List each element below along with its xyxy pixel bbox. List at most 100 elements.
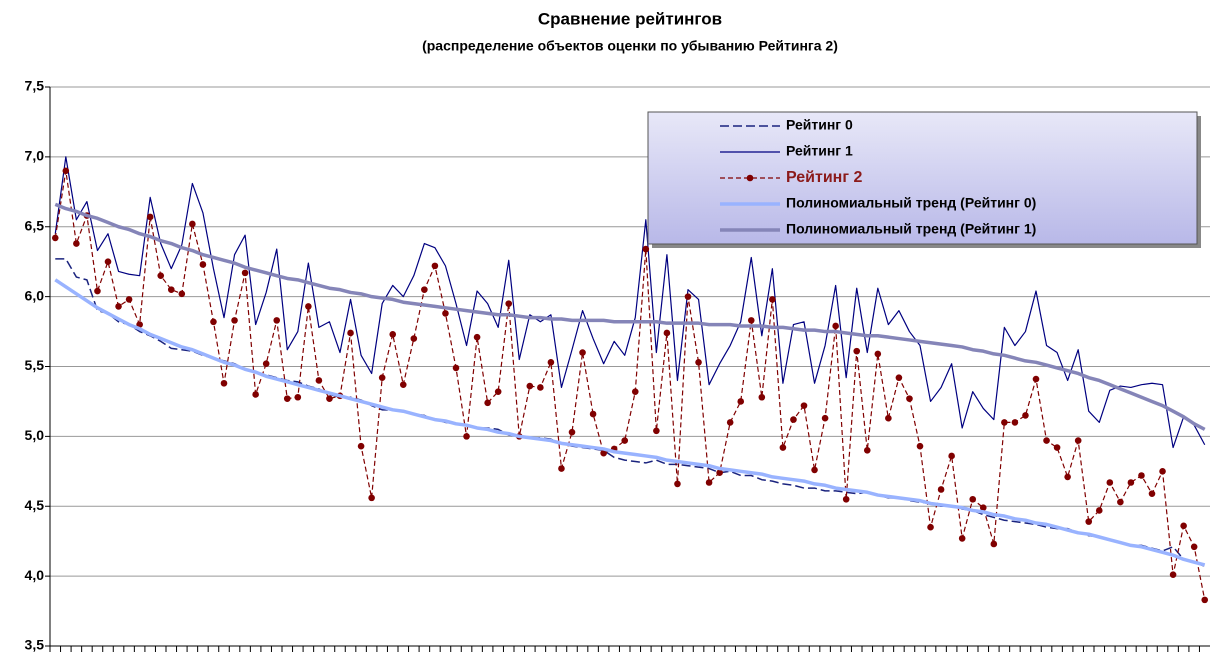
- data-point: [716, 469, 723, 477]
- data-point: [589, 410, 597, 418]
- data-point: [1127, 479, 1135, 486]
- data-point: [568, 428, 576, 436]
- data-point: [642, 245, 650, 253]
- data-point: [157, 272, 165, 279]
- data-point: [389, 331, 397, 338]
- data-point: [125, 296, 133, 303]
- data-point: [747, 317, 755, 324]
- data-point: [874, 350, 882, 358]
- legend-label: Полиномиальный тренд (Рейтинг 1): [786, 221, 1036, 237]
- data-point: [1074, 437, 1082, 444]
- data-point: [1138, 472, 1145, 479]
- data-point: [663, 329, 671, 337]
- data-point: [1117, 498, 1124, 506]
- data-point: [326, 395, 333, 402]
- data-point: [937, 486, 945, 493]
- data-point: [94, 287, 101, 295]
- y-tick-label: 5,0: [25, 427, 45, 443]
- data-point: [1148, 490, 1156, 497]
- data-point: [1180, 522, 1187, 530]
- data-point: [1043, 437, 1050, 444]
- y-tick-label: 7,0: [25, 148, 45, 164]
- data-point: [863, 447, 871, 454]
- y-tick-label: 5,5: [25, 357, 45, 373]
- plot-area: [51, 156, 1209, 604]
- data-point: [378, 374, 386, 381]
- data-point: [494, 388, 502, 395]
- data-point: [210, 318, 217, 326]
- series-line: [54, 278, 1206, 567]
- data-point: [990, 540, 998, 548]
- data-point: [410, 335, 418, 342]
- data-point: [916, 442, 924, 450]
- legend-label: Рейтинг 0: [786, 117, 853, 133]
- data-point: [1201, 596, 1209, 604]
- data-point: [1001, 419, 1008, 426]
- data-point: [505, 300, 513, 307]
- data-point: [273, 317, 281, 324]
- data-point: [906, 395, 913, 402]
- data-point: [115, 303, 122, 310]
- data-point: [473, 333, 481, 341]
- data-point: [347, 329, 354, 337]
- data-point: [705, 479, 713, 486]
- data-point: [547, 359, 555, 366]
- data-point: [1190, 543, 1198, 551]
- data-point: [136, 321, 143, 328]
- y-tick-label: 6,5: [25, 217, 45, 233]
- data-point: [305, 303, 312, 310]
- data-point: [231, 317, 238, 324]
- data-point: [927, 523, 934, 531]
- chart-subtitle: (распределение объектов оценки по убыван…: [422, 38, 838, 54]
- data-point: [1159, 468, 1166, 475]
- data-point: [1032, 375, 1040, 383]
- data-point: [146, 213, 154, 221]
- data-point: [653, 427, 660, 435]
- data-point: [241, 269, 249, 277]
- data-point: [579, 349, 586, 356]
- legend-label: Рейтинг 1: [786, 143, 853, 159]
- data-point: [1095, 507, 1103, 514]
- data-point: [1022, 412, 1029, 419]
- data-point: [167, 286, 175, 293]
- data-point: [1011, 419, 1019, 426]
- data-point: [895, 374, 903, 381]
- data-point: [315, 377, 323, 384]
- data-point: [621, 437, 629, 444]
- data-point: [399, 381, 407, 388]
- data-point: [484, 399, 491, 407]
- data-point: [189, 220, 196, 228]
- data-point: [463, 433, 470, 440]
- data-point: [958, 535, 966, 542]
- legend-label: Полиномиальный тренд (Рейтинг 0): [786, 195, 1036, 211]
- data-point: [368, 494, 375, 502]
- data-point: [821, 414, 829, 422]
- data-point: [853, 347, 861, 355]
- series-line: [54, 156, 1206, 449]
- data-point: [600, 449, 607, 457]
- data-point: [283, 395, 291, 402]
- data-point: [790, 416, 797, 423]
- chart-title: Сравнение рейтингов: [538, 9, 722, 28]
- data-point: [1085, 518, 1093, 525]
- data-point: [832, 322, 839, 330]
- series-line: [54, 202, 1206, 431]
- y-tick-label: 7,5: [25, 78, 45, 94]
- data-point: [178, 290, 186, 298]
- legend-marker: [746, 174, 754, 182]
- data-point: [199, 261, 207, 268]
- data-point: [769, 296, 776, 303]
- data-point: [537, 384, 544, 391]
- data-point: [421, 286, 428, 293]
- data-point: [104, 258, 112, 265]
- data-point: [631, 388, 639, 395]
- data-point: [73, 240, 80, 247]
- y-tick-label: 6,0: [25, 287, 45, 303]
- data-point: [1106, 479, 1114, 486]
- data-point: [737, 398, 745, 405]
- y-tick-label: 3,5: [25, 637, 45, 653]
- data-point: [262, 360, 270, 368]
- data-point: [558, 465, 565, 472]
- data-point: [779, 444, 787, 451]
